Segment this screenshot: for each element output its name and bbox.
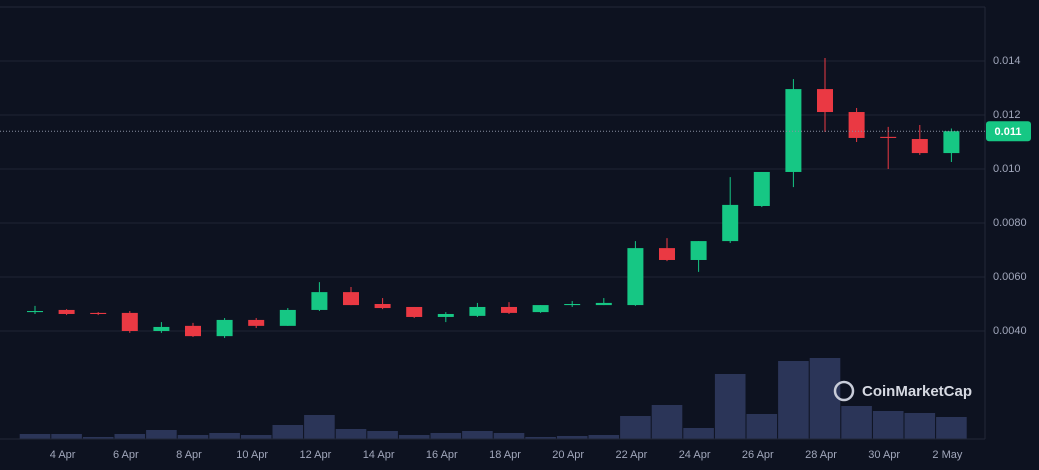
volume-bar bbox=[146, 430, 177, 439]
candle-body bbox=[627, 248, 644, 306]
volume-bar bbox=[114, 434, 146, 439]
x-tick-label: 10 Apr bbox=[236, 449, 268, 461]
price-label: 0.011 bbox=[995, 126, 1022, 138]
volume-bar bbox=[493, 433, 525, 439]
watermark-logo bbox=[833, 380, 855, 402]
volume-bar bbox=[651, 405, 683, 439]
candle-body bbox=[374, 304, 391, 309]
volume-bar bbox=[620, 416, 651, 439]
x-tick-label: 28 Apr bbox=[805, 449, 837, 461]
x-tick-label: 12 Apr bbox=[299, 449, 331, 461]
volume-bar bbox=[462, 431, 493, 439]
candle-body bbox=[911, 139, 928, 154]
candle-body bbox=[564, 304, 581, 306]
volume bbox=[19, 358, 967, 439]
volume-bar bbox=[841, 406, 872, 439]
x-tick-label: 22 Apr bbox=[615, 449, 647, 461]
y-tick-label: 0.0060 bbox=[993, 271, 1027, 283]
volume-bar bbox=[430, 433, 462, 439]
candle-body bbox=[690, 241, 707, 260]
x-tick-label: 30 Apr bbox=[868, 449, 900, 461]
volume-bar bbox=[272, 425, 304, 439]
y-tick-label: 0.012 bbox=[993, 109, 1021, 121]
candle-body bbox=[943, 131, 960, 154]
watermark: CoinMarketCap bbox=[862, 383, 972, 400]
volume-bar bbox=[19, 434, 51, 439]
candles bbox=[27, 58, 960, 339]
x-tick-label: 16 Apr bbox=[426, 449, 458, 461]
candle-body bbox=[595, 302, 612, 306]
volume-bar bbox=[525, 437, 556, 439]
candle-body bbox=[343, 292, 359, 306]
candle-body bbox=[216, 319, 233, 337]
y-tick-label: 0.010 bbox=[993, 163, 1021, 175]
volume-bar bbox=[872, 411, 904, 439]
candle-body bbox=[311, 292, 328, 310]
candle-body bbox=[501, 306, 517, 313]
volume-bar bbox=[240, 435, 272, 439]
volume-bar bbox=[177, 435, 209, 439]
volume-bar bbox=[209, 433, 240, 439]
volume-bar bbox=[335, 429, 367, 439]
x-tick-label: 14 Apr bbox=[363, 449, 395, 461]
candle-body bbox=[153, 326, 170, 331]
price-label-box bbox=[986, 121, 1031, 142]
candle-body bbox=[121, 312, 138, 331]
candle-body bbox=[785, 89, 802, 172]
volume-bar bbox=[778, 361, 809, 439]
x-tick-label: 26 Apr bbox=[742, 449, 774, 461]
candle-body bbox=[880, 136, 897, 138]
x-tick-label: 18 Apr bbox=[489, 449, 521, 461]
x-tick-label: 4 Apr bbox=[50, 449, 76, 461]
candle-body bbox=[848, 112, 865, 138]
candle-body bbox=[185, 325, 201, 337]
candle-body bbox=[27, 311, 43, 313]
y-tick-label: 0.0080 bbox=[993, 217, 1027, 229]
volume-bar bbox=[936, 417, 967, 439]
y-tick-label: 0.0040 bbox=[993, 325, 1027, 337]
volume-bar bbox=[51, 434, 82, 439]
x-tick-label: 2 May bbox=[932, 449, 962, 461]
watermark-group: CoinMarketCap bbox=[833, 380, 972, 402]
volume-bar bbox=[683, 428, 714, 439]
y-tick-label: 0.014 bbox=[993, 55, 1021, 67]
candle-body bbox=[248, 319, 265, 326]
volume-bar bbox=[588, 435, 620, 439]
candle-body bbox=[279, 309, 296, 326]
x-tick-label: 20 Apr bbox=[552, 449, 584, 461]
candle-body bbox=[58, 309, 75, 314]
volume-bar bbox=[304, 415, 335, 439]
volume-bar bbox=[904, 413, 936, 439]
volume-bar bbox=[746, 414, 778, 439]
x-tick-label: 8 Apr bbox=[176, 449, 202, 461]
volume-bar bbox=[82, 437, 114, 439]
candle-body bbox=[659, 248, 675, 260]
candle-body bbox=[817, 89, 833, 113]
candle-body bbox=[437, 313, 454, 317]
volume-bar bbox=[367, 431, 398, 439]
volume-bar bbox=[398, 435, 430, 439]
x-tick-label: 24 Apr bbox=[679, 449, 711, 461]
axes: 0.0040 0.0060 0.0080 0.010 0.012 0.014 4 Apr 6 … bbox=[0, 6, 1031, 461]
volume-bar bbox=[556, 436, 588, 439]
volume-bar bbox=[809, 358, 841, 439]
volume-bar bbox=[714, 374, 746, 439]
candle-body bbox=[406, 306, 423, 317]
candle-body bbox=[722, 204, 739, 242]
candle-body bbox=[90, 312, 107, 314]
candle-body bbox=[753, 171, 770, 206]
candle-body bbox=[532, 305, 549, 313]
candle-body bbox=[469, 306, 486, 316]
x-tick-label: 6 Apr bbox=[113, 449, 139, 461]
